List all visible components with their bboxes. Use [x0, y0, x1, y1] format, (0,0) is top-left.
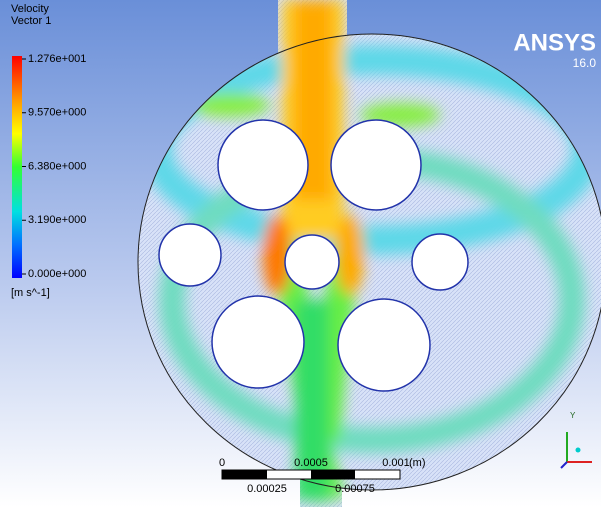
legend-unit: [m s^-1]	[11, 287, 50, 299]
legend-label: 3.190e+000	[28, 214, 86, 226]
scale-label: 0.00025	[247, 483, 287, 495]
color-bar	[12, 56, 22, 278]
page: Velocity Vector 1 1.276e+001 9.570e+000 6.…	[0, 0, 601, 512]
scale-unit: (m)	[409, 457, 426, 469]
legend-subtitle: Vector 1	[11, 15, 51, 27]
viewer: Velocity Vector 1 1.276e+001 9.570e+000 6.…	[0, 0, 601, 507]
scale-label: 0	[219, 457, 225, 469]
legend-label: 1.276e+001	[28, 53, 86, 65]
scale-label: 0.00075	[335, 483, 375, 495]
scale-label: 0.001	[382, 457, 410, 469]
scale-bar	[222, 470, 400, 479]
legend-title: Velocity	[11, 3, 49, 15]
scale-label: 0.0005	[294, 457, 328, 469]
brand-name: ANSYS	[513, 29, 596, 56]
legend-label: 6.380e+000	[28, 160, 86, 172]
legend-label: 9.570e+000	[28, 107, 86, 119]
triad-label: Y	[570, 411, 576, 420]
legend-label: 0.000e+000	[28, 268, 86, 280]
brand-version: 16.0	[573, 56, 597, 70]
